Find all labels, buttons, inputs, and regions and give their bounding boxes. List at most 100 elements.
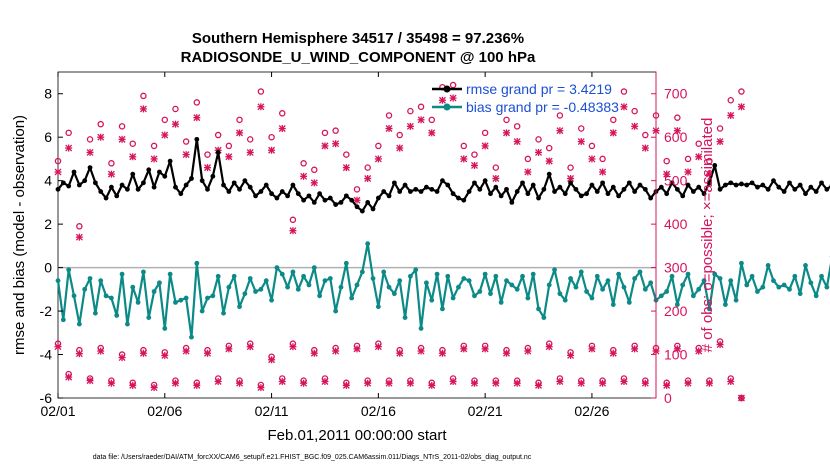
y-right-tick-label: 600 — [664, 129, 688, 145]
x-axis-ticks: 02/01 02/06 02/11 02/16 02/21 02/26 — [40, 72, 610, 419]
obs-assimilated-marker — [588, 155, 596, 163]
bias-point — [199, 308, 205, 314]
y-right-tick-label: 500 — [664, 173, 688, 189]
y-left-axis-label: rmse and bias (model - observation) — [11, 115, 28, 355]
y-left-tick-label: 6 — [44, 129, 52, 145]
y-right-tick-label: 0 — [664, 390, 672, 406]
bias-point — [397, 278, 403, 284]
rmse-point — [108, 184, 114, 190]
obs-assimilated-marker — [300, 379, 308, 387]
obs-assimilated-marker — [577, 138, 585, 146]
bias-point — [803, 263, 808, 268]
obs-possible-marker — [65, 129, 72, 137]
bias-point — [568, 276, 573, 281]
rmse-point — [418, 189, 424, 194]
rmse-point — [792, 186, 798, 192]
bias-point — [776, 284, 782, 290]
bias-point — [696, 286, 702, 292]
rmse-point — [199, 178, 205, 184]
rmse-point — [552, 189, 557, 194]
obs-assimilated-marker — [577, 379, 585, 387]
rmse-point — [765, 186, 771, 192]
obs-assimilated-marker — [161, 131, 169, 139]
obs-assimilated-marker — [364, 174, 372, 182]
rmse-point — [397, 189, 403, 194]
obs-possible-marker — [54, 157, 62, 165]
rmse-point — [562, 191, 568, 197]
bias-point — [824, 284, 830, 290]
rmse-point — [664, 191, 670, 197]
rmse-point — [87, 165, 93, 171]
obs-possible-marker — [428, 116, 435, 124]
obs-assimilated-marker — [417, 116, 425, 124]
obs-assimilated-marker — [246, 148, 254, 156]
bias-point — [119, 271, 125, 277]
y-left-tick-label: 2 — [44, 216, 52, 232]
rmse-point — [226, 189, 232, 194]
rmse-point — [739, 181, 744, 187]
obs-possible-marker — [278, 110, 286, 117]
bias-point — [717, 276, 723, 281]
bias-point — [755, 289, 760, 294]
bias-point — [808, 280, 814, 286]
rmse-point — [728, 180, 734, 186]
obs-count-markers — [54, 81, 745, 402]
bias-point — [605, 278, 611, 284]
obs-assimilated-marker — [513, 379, 521, 387]
obs-assimilated-marker — [65, 144, 73, 152]
bias-point — [221, 310, 226, 316]
rmse-point — [530, 182, 536, 188]
obs-possible-marker — [535, 136, 542, 143]
obs-possible-marker — [588, 142, 596, 150]
obs-possible-marker — [225, 142, 233, 150]
obs-possible-marker — [385, 112, 393, 119]
bias-point — [434, 271, 440, 277]
bias-point — [130, 284, 136, 290]
rmse-line — [57, 138, 830, 213]
bias-point — [509, 282, 515, 288]
obs-assimilated-marker — [481, 345, 489, 353]
rmse-point — [119, 182, 125, 188]
y-left-tick-label: 4 — [44, 173, 52, 189]
rmse-point — [568, 180, 573, 186]
rmse-point — [146, 167, 152, 173]
obs-assimilated-marker — [663, 381, 671, 389]
obs-assimilated-marker — [417, 347, 425, 355]
obs-assimilated-marker — [161, 351, 169, 359]
bias-line — [56, 242, 830, 339]
bias-point — [173, 299, 178, 305]
obs-assimilated-marker — [139, 349, 147, 357]
obs-assimilated-marker — [567, 174, 575, 182]
rmse-point — [183, 182, 189, 188]
obs-assimilated-marker — [503, 349, 510, 357]
obs-assimilated-marker — [171, 120, 179, 128]
obs-assimilated-marker — [460, 155, 468, 163]
bias-point — [253, 289, 258, 294]
rmse-point — [424, 184, 429, 190]
rmse-point — [407, 189, 413, 194]
obs-assimilated-marker — [684, 379, 692, 387]
x-tick-label: 02/01 — [40, 403, 75, 419]
rmse-point — [381, 189, 387, 194]
obs-assimilated-marker — [695, 153, 703, 161]
bias-point — [215, 273, 221, 279]
bias-point — [562, 297, 568, 303]
rmse-point — [125, 186, 130, 192]
bias-point — [536, 306, 541, 312]
obs-assimilated-marker — [364, 379, 372, 387]
rmse-point — [632, 189, 638, 194]
y-right-axis-ticks: 0 100 200 300 400 500 600 700 — [651, 86, 688, 406]
obs-assimilated-marker — [631, 345, 639, 353]
rmse-point — [189, 176, 194, 181]
obs-possible-marker — [556, 112, 564, 119]
obs-assimilated-marker — [599, 168, 607, 176]
obs-assimilated-marker — [492, 174, 500, 182]
bias-point — [642, 286, 648, 292]
bias-point — [797, 291, 803, 297]
rmse-point — [813, 189, 819, 194]
bias-point — [637, 269, 643, 275]
obs-assimilated-marker — [438, 96, 446, 104]
rmse-point — [130, 171, 136, 177]
x-tick-label: 02/16 — [361, 403, 396, 419]
obs-assimilated-marker — [535, 148, 543, 156]
